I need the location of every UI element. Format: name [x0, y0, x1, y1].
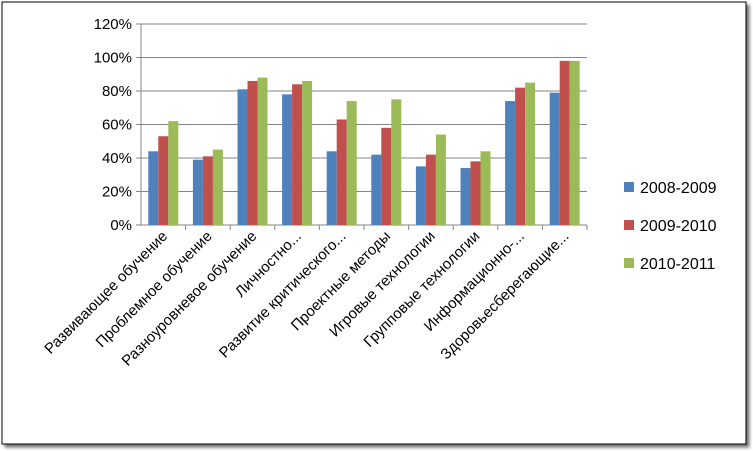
- y-tick-label: 20%: [102, 184, 132, 201]
- legend-label: 2009-2010: [640, 218, 717, 235]
- bars: [148, 60, 580, 226]
- bar: [346, 101, 357, 225]
- legend-swatch: [624, 258, 634, 268]
- bar: [559, 60, 570, 225]
- bar: [212, 149, 223, 225]
- legend-swatch: [624, 220, 634, 230]
- bar: [381, 127, 392, 225]
- bar: [202, 156, 213, 225]
- legend: 2008-2009 2009-2010 2010-2011: [624, 180, 717, 273]
- y-tick-label: 40%: [102, 150, 132, 167]
- y-tick-label: 120%: [94, 16, 132, 33]
- bar: [391, 99, 402, 225]
- bar: [302, 80, 313, 225]
- legend-swatch: [624, 182, 634, 192]
- bar: [257, 77, 268, 225]
- bar: [460, 168, 471, 225]
- bar: [326, 151, 337, 225]
- y-tick-label: 0%: [110, 217, 132, 234]
- bar: [282, 94, 293, 225]
- legend-label: 2010-2011: [640, 256, 715, 273]
- bar: [525, 82, 536, 225]
- bar: [148, 151, 159, 225]
- bar: [505, 101, 516, 225]
- bar: [549, 92, 560, 225]
- bar: [336, 119, 347, 225]
- bar: [515, 87, 526, 226]
- y-tick-label: 60%: [102, 117, 132, 134]
- bar: [247, 80, 258, 225]
- bar: [371, 154, 382, 225]
- bar: [435, 134, 446, 225]
- bar: [480, 151, 491, 225]
- bar: [425, 154, 436, 225]
- bar: [569, 60, 580, 225]
- bar: [158, 136, 169, 225]
- y-tick-label: 100%: [94, 50, 132, 67]
- y-tick-label: 80%: [102, 83, 132, 100]
- legend-label: 2008-2009: [640, 180, 717, 197]
- bar: [237, 89, 248, 225]
- bar: [192, 159, 203, 225]
- bar: [415, 166, 426, 225]
- bar: [292, 84, 303, 225]
- y-tick-labels: 0% 20% 40% 60% 80% 100% 120%: [94, 16, 132, 234]
- bar: [470, 161, 481, 225]
- bar: [168, 121, 179, 225]
